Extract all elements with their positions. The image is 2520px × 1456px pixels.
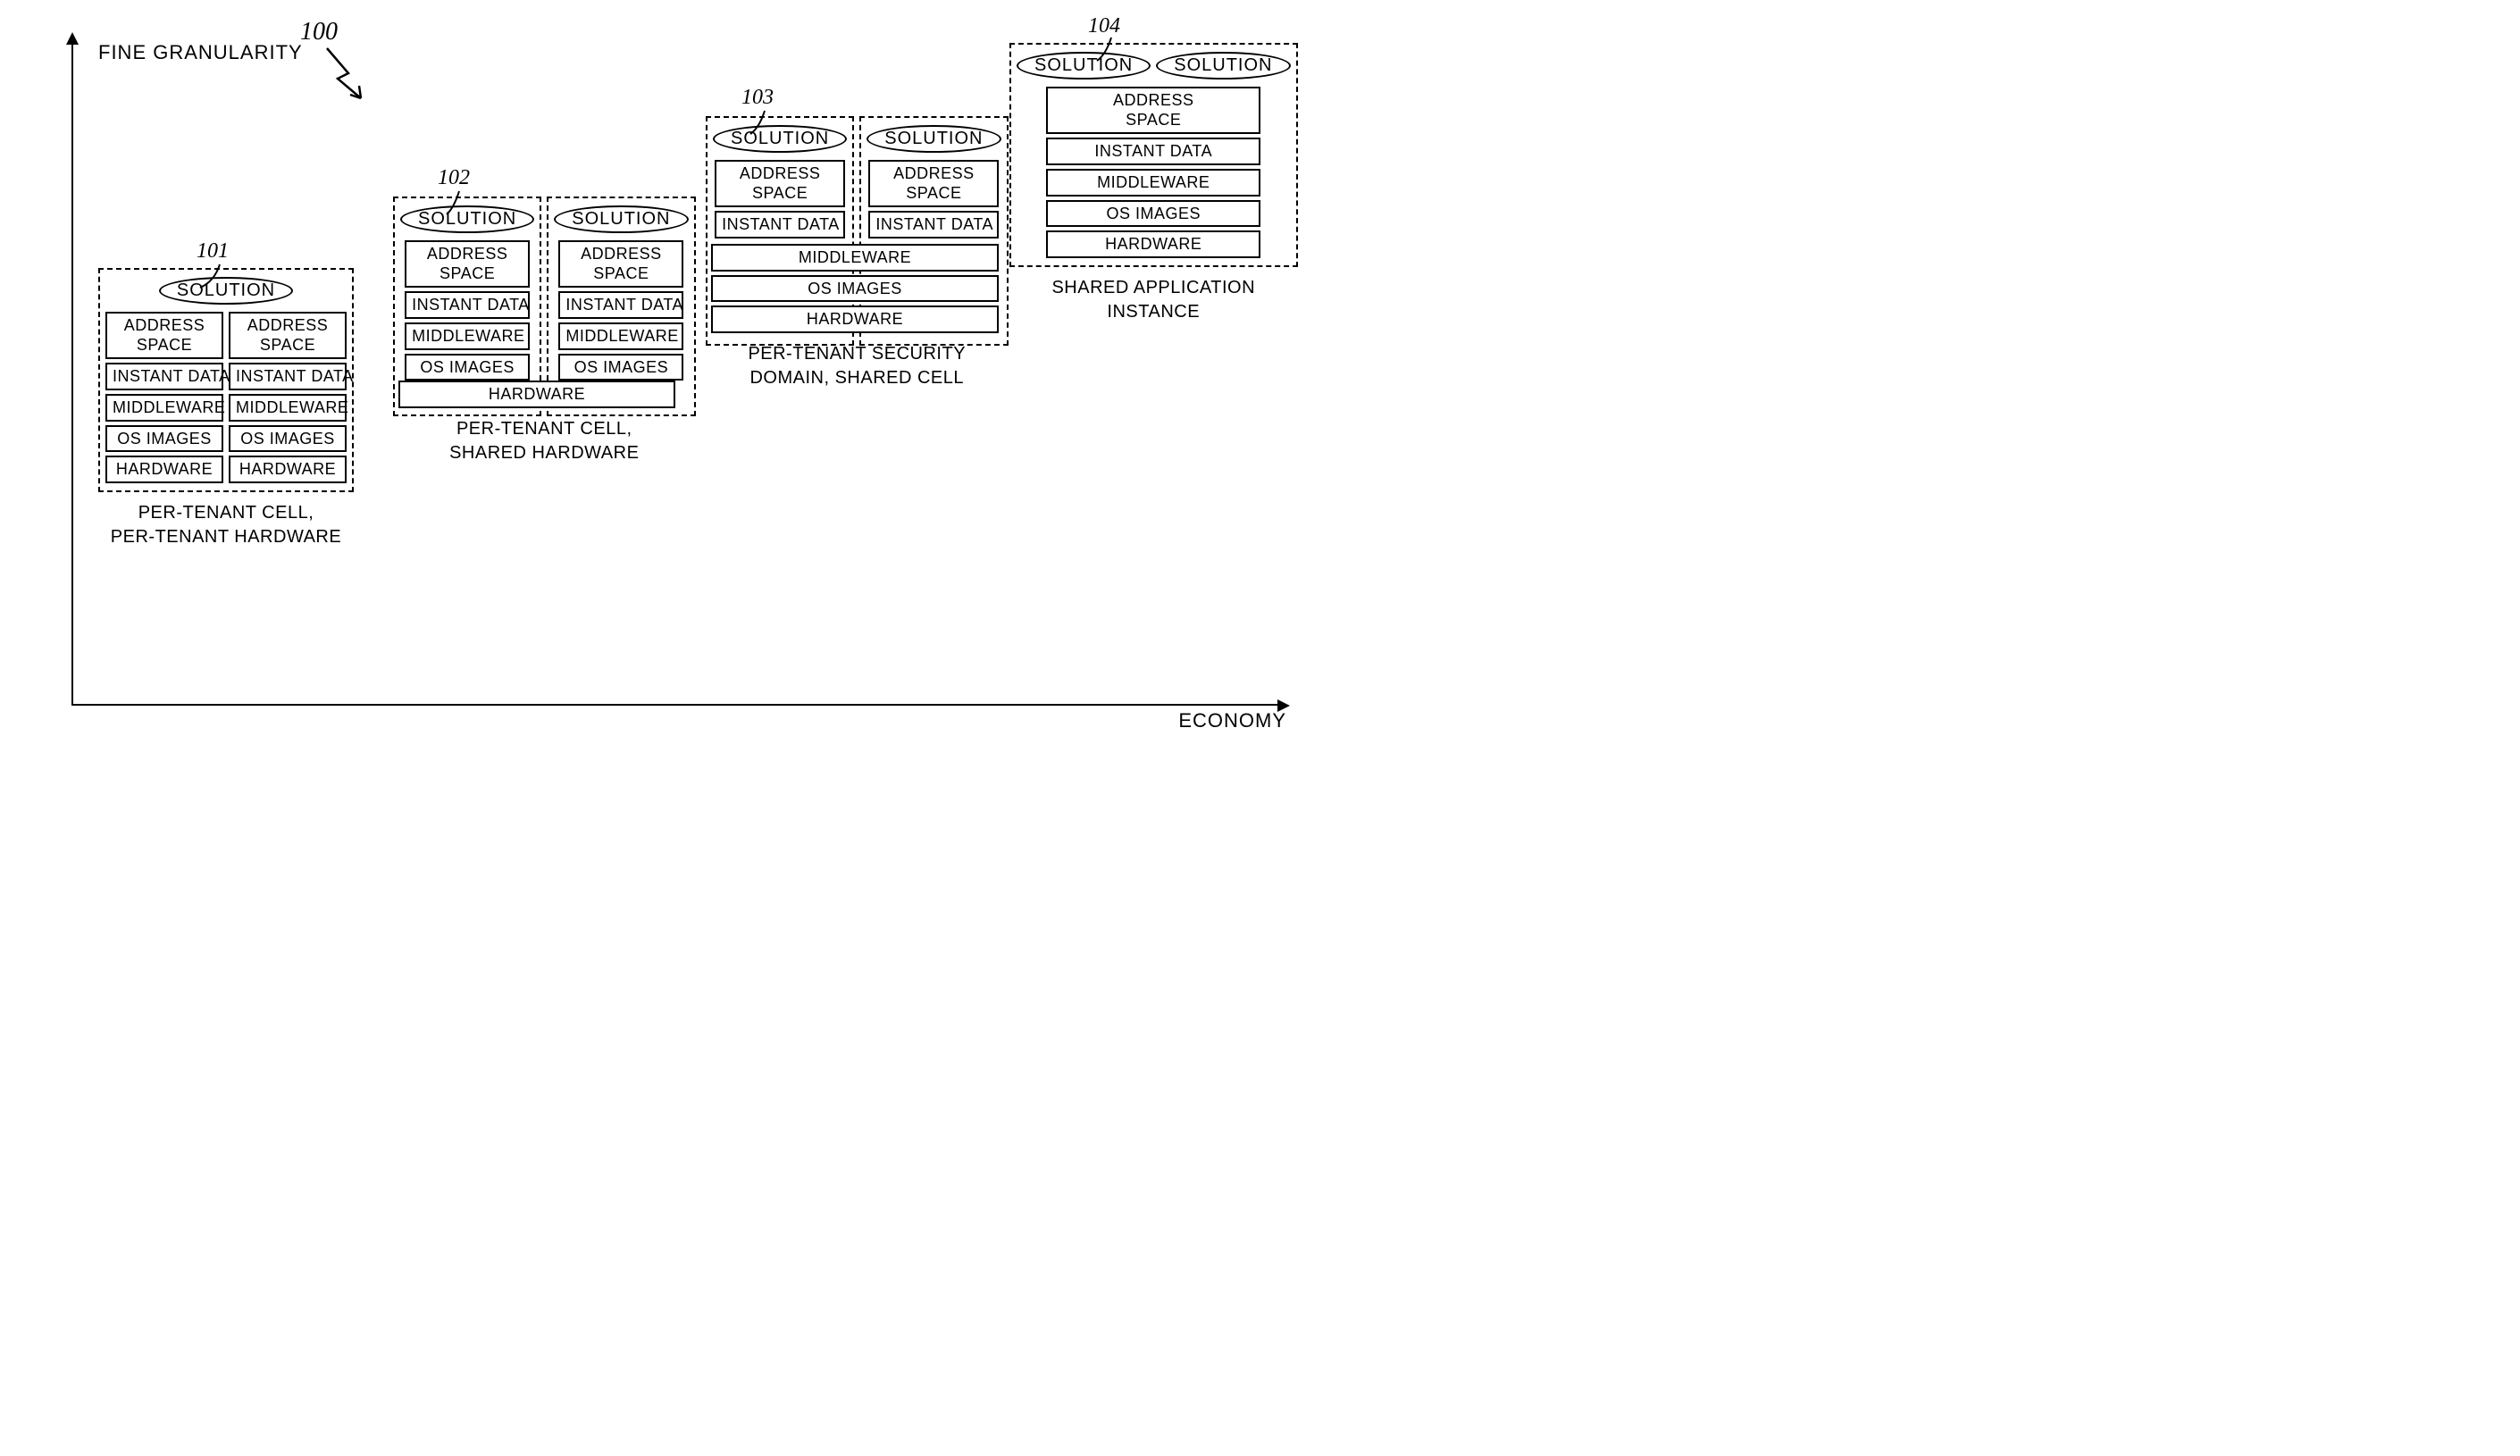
reference-number: 104 (1088, 14, 1120, 38)
group-104: SOLUTIONSOLUTION ADDRESSSPACE INSTANT DATA… (1009, 43, 1298, 324)
diagram-canvas: FINE GRANULARITY ECONOMY 100 101SOLUTION… (36, 36, 1286, 732)
layer-hardware: HARDWARE (1046, 230, 1260, 258)
layer-instant-data: INSTANT DATA (1046, 138, 1260, 165)
layer-middleware: MIDDLEWARE (1046, 169, 1260, 197)
dashed-container: SOLUTIONSOLUTION ADDRESSSPACE INSTANT DATA… (1009, 43, 1298, 267)
solution-oval: SOLUTION (1017, 52, 1151, 79)
group-caption: SHARED APPLICATIONINSTANCE (1009, 276, 1298, 324)
solution-oval: SOLUTION (1156, 52, 1290, 79)
layer-address-space: ADDRESSSPACE (1046, 87, 1260, 134)
layer-os-images: OS IMAGES (1046, 200, 1260, 228)
